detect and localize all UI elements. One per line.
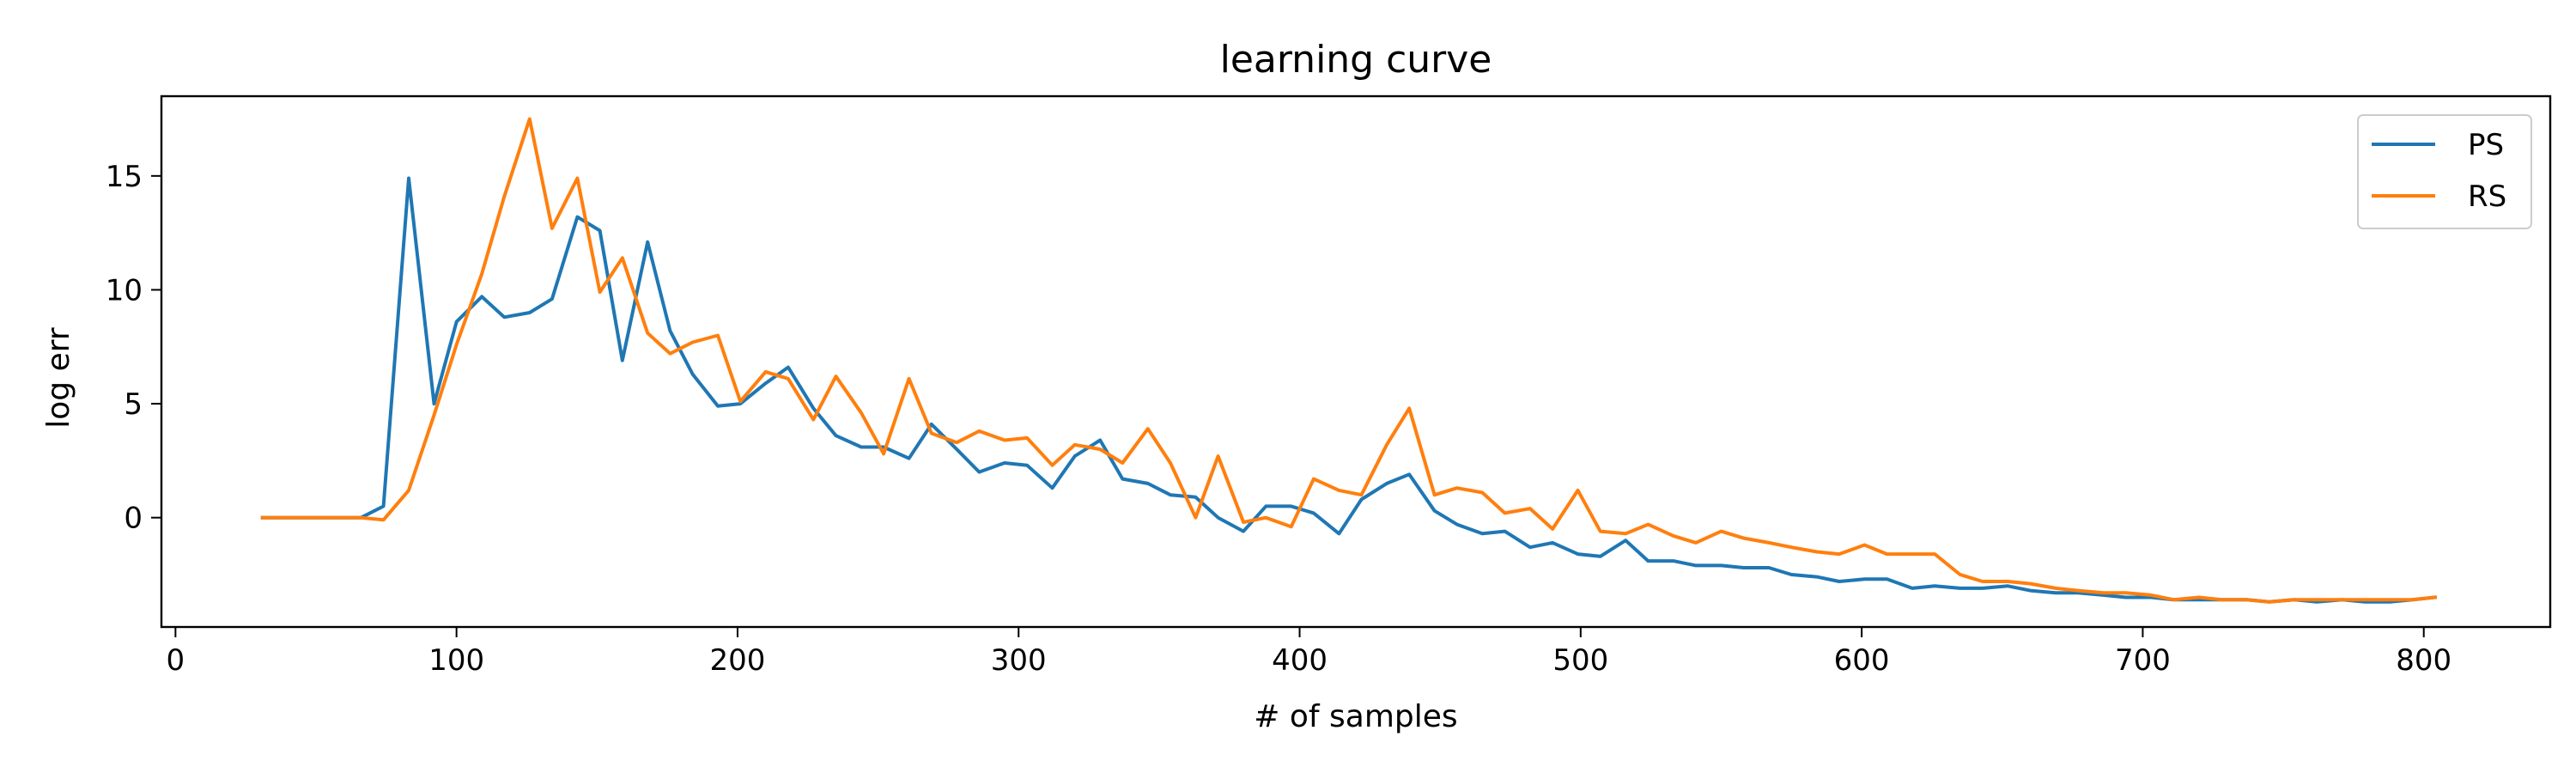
x-tick-label: 200 bbox=[709, 643, 765, 678]
series-line-rs bbox=[260, 117, 2437, 604]
legend: PS RS bbox=[2357, 114, 2532, 229]
legend-label-rs: RS bbox=[2468, 180, 2506, 214]
x-tick-label: 800 bbox=[2396, 643, 2451, 678]
x-tick-label: 600 bbox=[1834, 643, 1890, 678]
y-axis-label: log err bbox=[41, 327, 76, 429]
x-axis-label: # of samples bbox=[1254, 699, 1457, 734]
y-tick-label: 10 bbox=[106, 273, 143, 307]
legend-label-ps: PS bbox=[2468, 128, 2504, 162]
plot-frame bbox=[160, 94, 2552, 629]
y-axis-label-group: log err bbox=[41, 327, 76, 429]
y-tick-label: 15 bbox=[106, 160, 143, 194]
y-tick-label: 0 bbox=[124, 502, 143, 536]
x-tick-label: 300 bbox=[991, 643, 1047, 678]
series-layer bbox=[260, 117, 2437, 604]
y-tick-label: 5 bbox=[124, 387, 143, 422]
series-line-ps bbox=[260, 176, 2437, 604]
x-tick-label: 700 bbox=[2115, 643, 2171, 678]
x-tick-label: 100 bbox=[428, 643, 484, 678]
ticks-layer: 0 100 200 300 400 500 600 700 800 0 5 10 15 bbox=[106, 160, 2451, 678]
x-tick-label: 500 bbox=[1552, 643, 1608, 678]
x-tick-label: 400 bbox=[1272, 643, 1327, 678]
x-tick-label: 0 bbox=[167, 643, 185, 678]
chart-title: learning curve bbox=[1220, 38, 1492, 82]
